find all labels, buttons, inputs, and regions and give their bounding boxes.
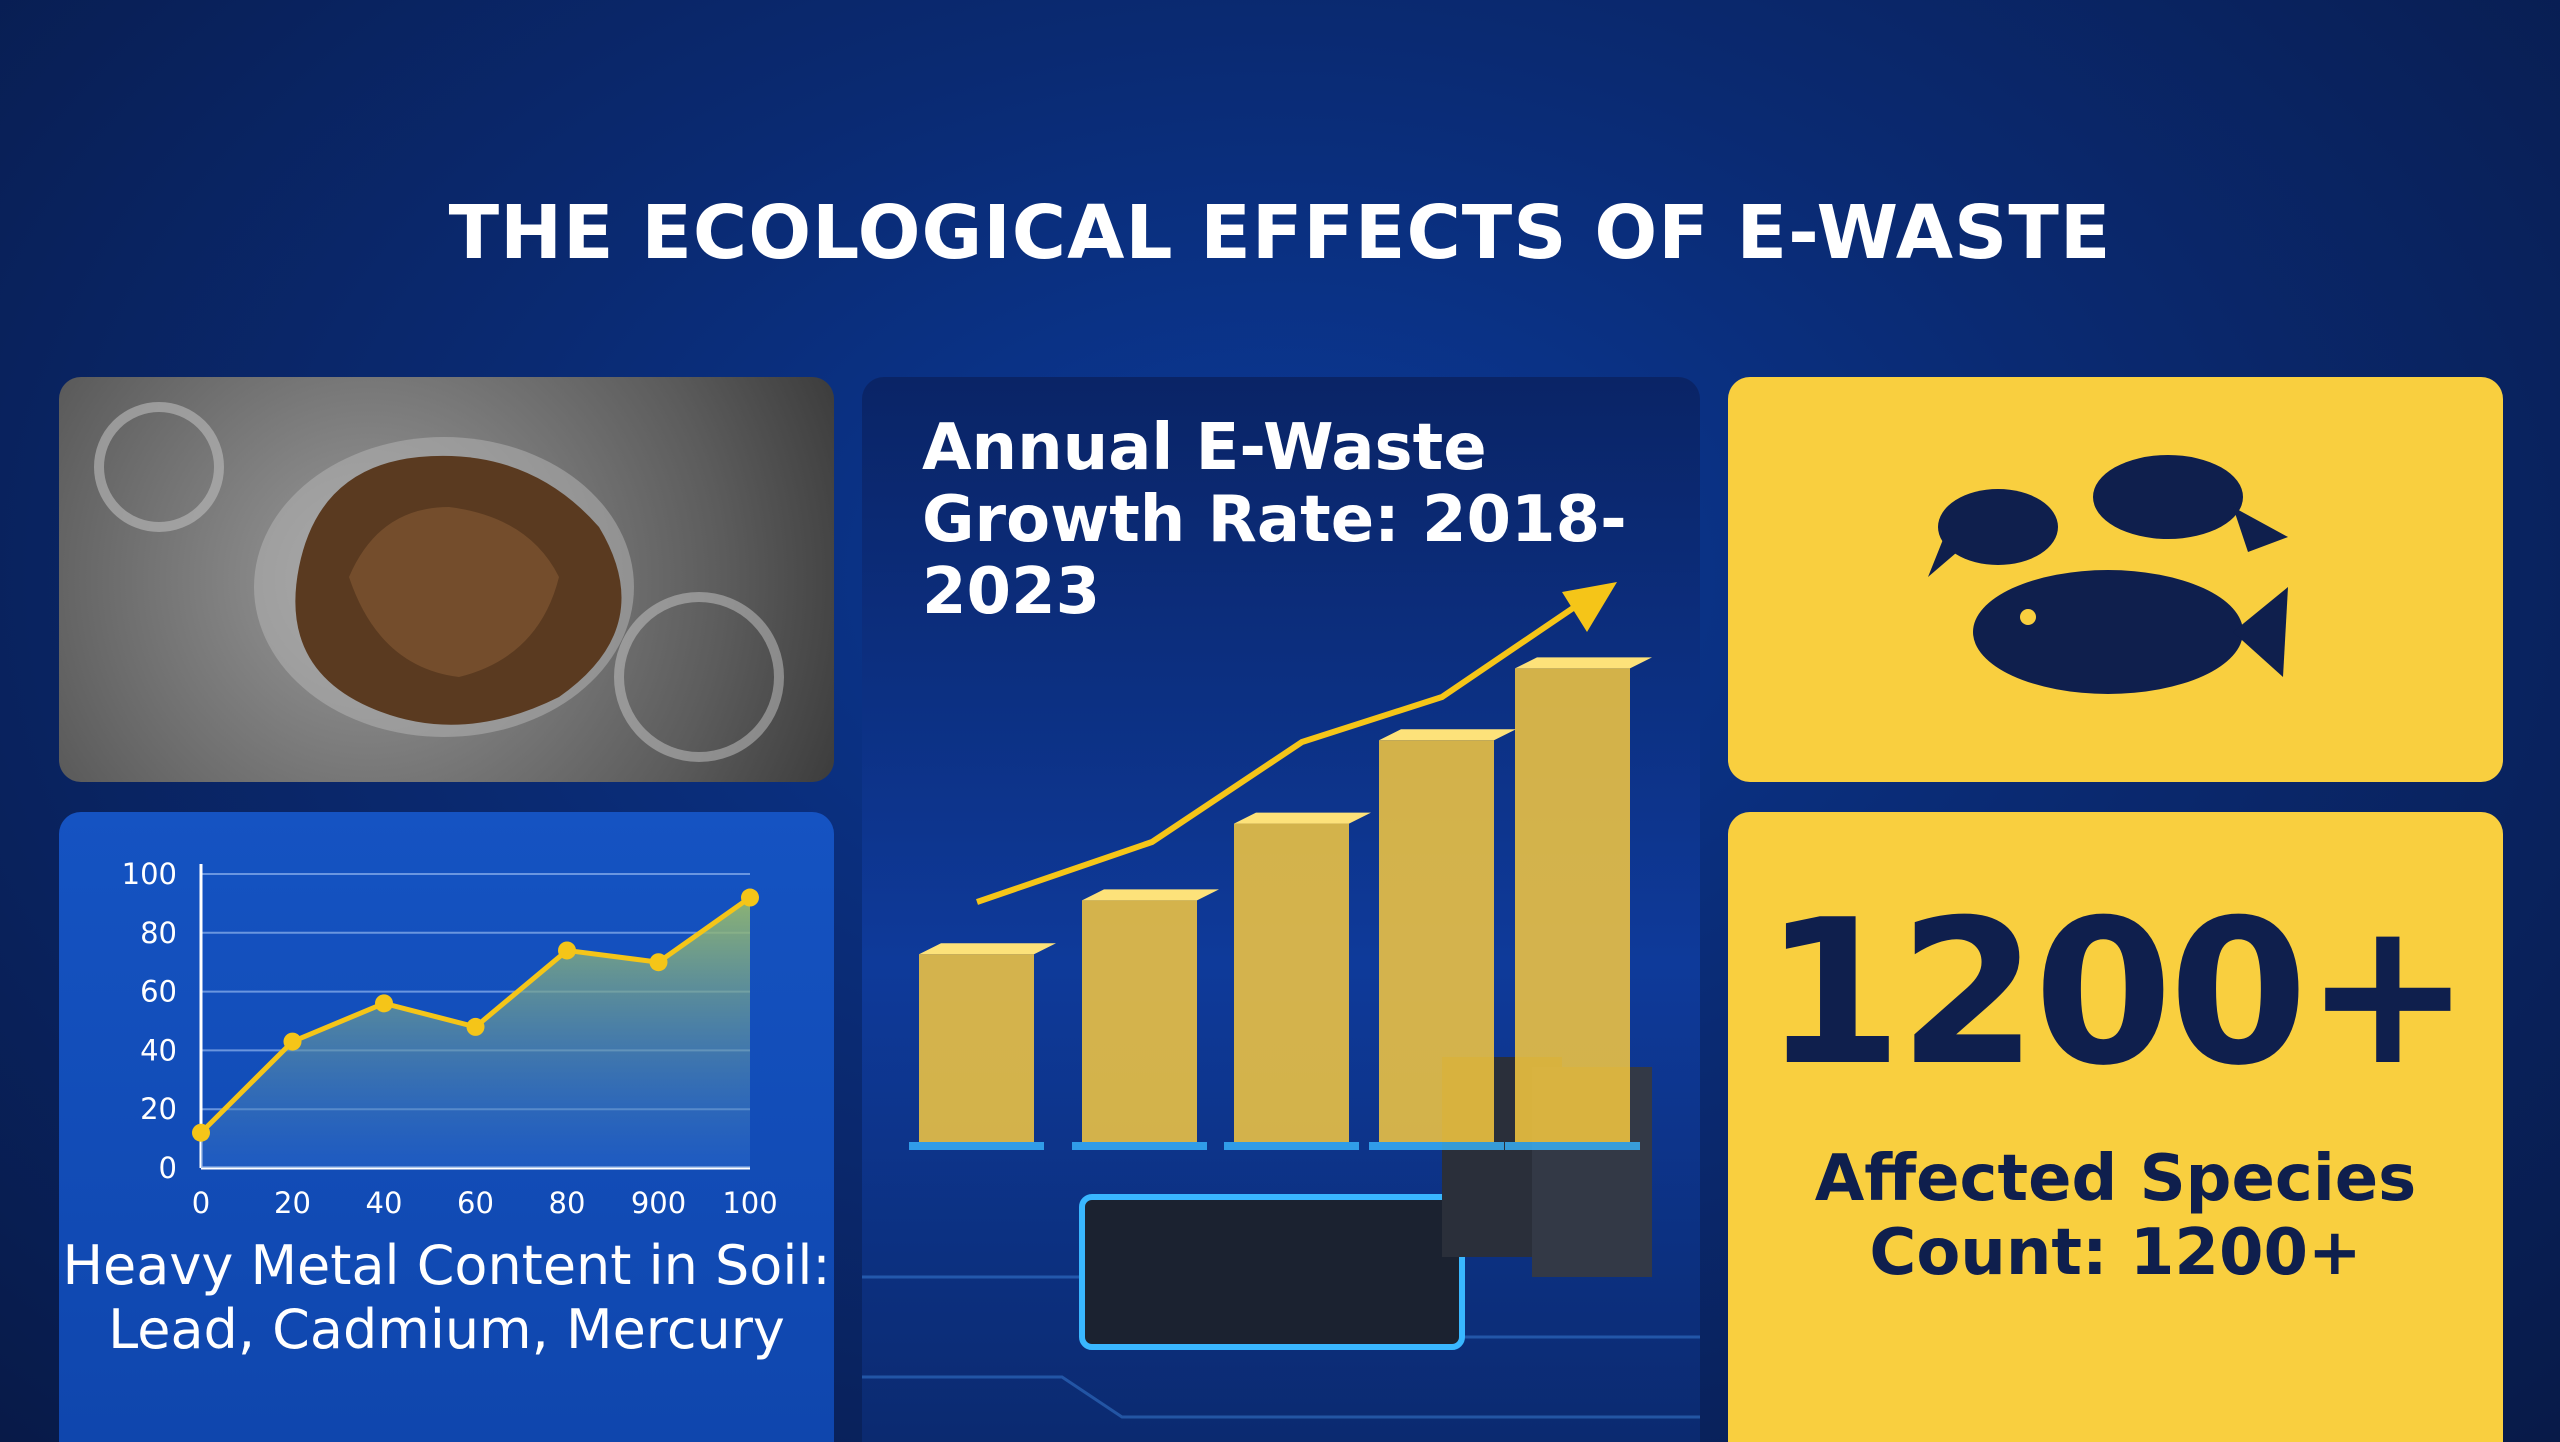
bar-top <box>1515 657 1652 669</box>
soil-illustration <box>94 402 784 762</box>
bar-top <box>1234 812 1371 824</box>
bar <box>1515 668 1630 1142</box>
arrow-head <box>1562 582 1617 632</box>
line-chart-panel: 0 20 40 60 80 100 0 20 40 60 80 900 100 Heavy Metal … <box>59 812 834 1442</box>
y-tick-label: 60 <box>140 975 177 1009</box>
bar-chart <box>862 582 1700 1419</box>
y-tick-label: 20 <box>140 1092 177 1126</box>
point <box>192 1123 210 1142</box>
soil-texture <box>349 507 559 677</box>
bar-base-glow <box>1505 1142 1640 1150</box>
x-tick-label: 100 <box>722 1186 777 1220</box>
seal-tail <box>2233 507 2288 552</box>
shrimp-tail <box>1928 527 1963 577</box>
stat-label: Affected Species Count: 1200+ <box>1814 1142 2417 1290</box>
species-icon-panel <box>1728 377 2503 782</box>
bar-chart-panel: Annual E-Waste Growth Rate: 2018-2023 <box>862 377 1700 1442</box>
point <box>741 888 759 907</box>
bar <box>1379 740 1494 1142</box>
point <box>283 1032 302 1051</box>
bar-base-glow <box>909 1142 1044 1150</box>
y-tick-label: 0 <box>159 1151 177 1185</box>
species-icons <box>1928 455 2288 694</box>
bar-base-glow <box>1224 1142 1359 1150</box>
fish-eye <box>2020 609 2036 625</box>
line-chart: 0 20 40 60 80 100 0 20 40 60 80 900 100 <box>122 857 778 1220</box>
bar-top <box>1082 889 1219 901</box>
point <box>558 941 576 960</box>
bar-top <box>1379 729 1516 741</box>
y-tick-label: 40 <box>140 1033 177 1067</box>
x-tick-label: 900 <box>631 1186 686 1220</box>
bar-base-glow <box>1369 1142 1504 1150</box>
seal-icon <box>2093 455 2243 539</box>
bar <box>1082 900 1197 1142</box>
x-tick-label: 80 <box>549 1186 586 1220</box>
bar-base-glow <box>1072 1142 1207 1150</box>
bar <box>919 954 1034 1142</box>
soil-photo <box>59 377 834 782</box>
cell <box>614 592 784 762</box>
point <box>466 1017 485 1036</box>
fish-icon <box>1973 570 2243 694</box>
y-tick-label: 100 <box>122 857 177 891</box>
chip <box>1079 1194 1465 1350</box>
bar-top <box>919 943 1056 955</box>
point <box>649 953 668 972</box>
trace <box>862 1375 1700 1419</box>
cell <box>94 402 224 532</box>
x-tick-label: 60 <box>457 1186 494 1220</box>
x-tick-label: 40 <box>366 1186 403 1220</box>
fish-tail <box>2233 587 2288 677</box>
y-tick-label: 80 <box>140 916 177 950</box>
page-title: THE ECOLOGICAL EFFECTS OF E-WASTE <box>448 190 2112 276</box>
bar <box>1234 823 1349 1142</box>
chart-title: Annual E-Waste Growth Rate: 2018-2023 <box>922 411 1627 629</box>
trend-arrow <box>976 599 1584 905</box>
stat-value: 1200+ <box>1763 877 2471 1110</box>
chart-title: Heavy Metal Content in Soil: Lead, Cadmi… <box>62 1234 831 1361</box>
shrimp-icon <box>1938 489 2058 565</box>
x-tick-label: 20 <box>274 1186 311 1220</box>
point <box>375 994 393 1013</box>
stat-panel: 1200+ Affected Species Count: 1200+ <box>1728 812 2503 1442</box>
x-tick-label: 0 <box>192 1186 210 1220</box>
